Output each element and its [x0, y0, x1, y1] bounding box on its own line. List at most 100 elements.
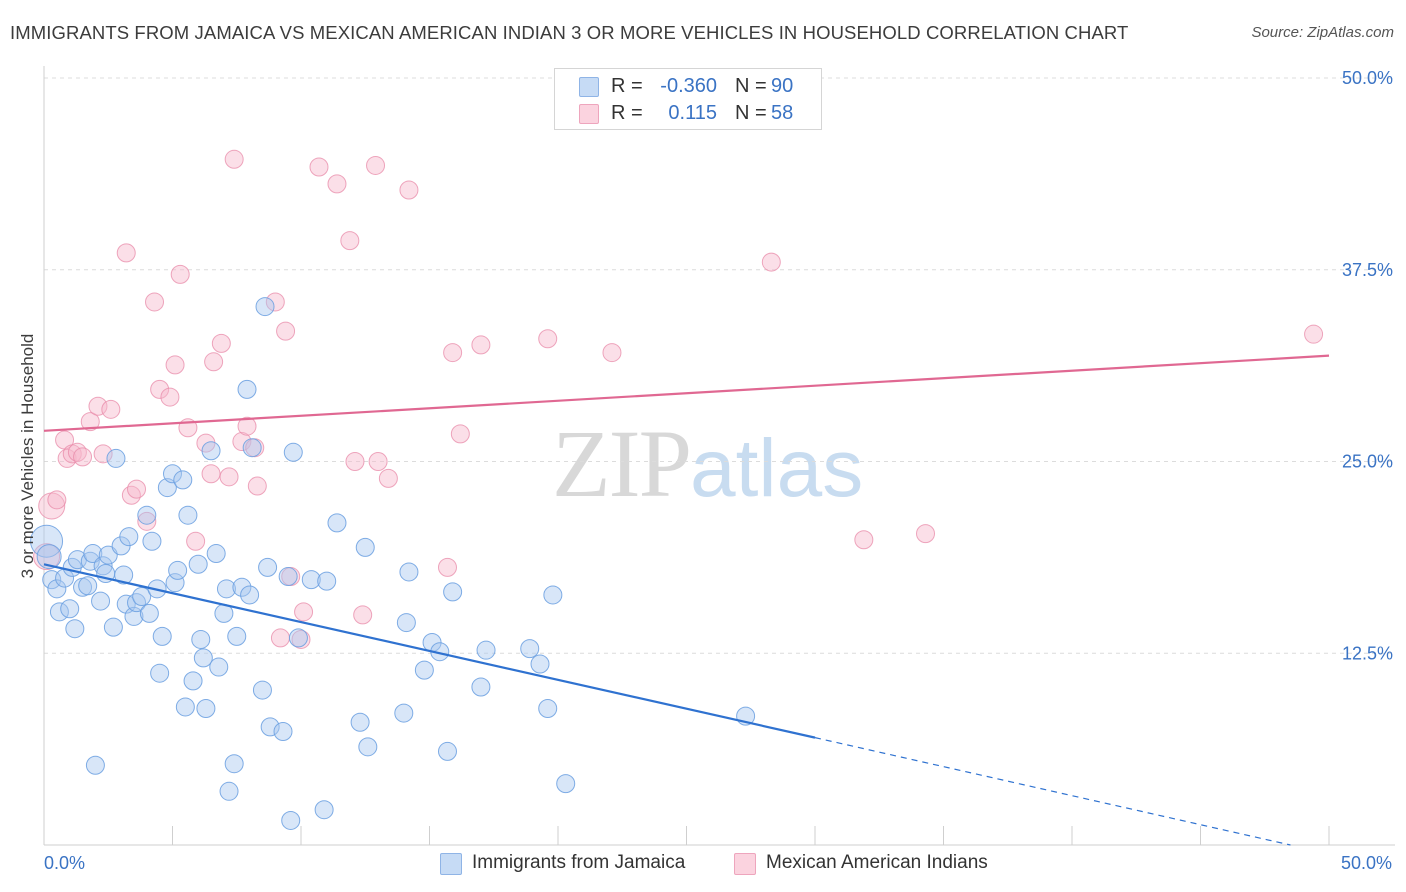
chart-title: IMMIGRANTS FROM JAMAICA VS MEXICAN AMERI…: [10, 22, 1129, 43]
data-point-blue: [301, 570, 321, 590]
data-point-pink: [33, 543, 61, 571]
data-point-blue: [288, 628, 308, 648]
data-point-pink: [345, 452, 365, 471]
data-point-blue: [476, 640, 496, 660]
data-point-blue: [49, 602, 69, 622]
series-immigrants-from-jamaica: [30, 297, 756, 830]
legend-r-value: -0.360: [660, 75, 717, 97]
data-point-pink: [916, 524, 936, 544]
data-point-blue: [224, 754, 244, 774]
watermark: ZIPatlas: [552, 408, 863, 519]
data-point-pink: [137, 511, 157, 531]
data-point-blue: [414, 660, 434, 680]
data-point-blue: [219, 781, 239, 801]
data-point-blue: [188, 554, 208, 574]
data-point-pink: [538, 329, 558, 349]
data-point-pink: [602, 343, 622, 363]
data-point-blue: [327, 513, 347, 533]
data-point-blue: [520, 639, 540, 659]
trend-line-blue: [43, 563, 816, 739]
data-point-pink: [368, 452, 388, 471]
data-point-pink: [340, 231, 360, 251]
data-point-pink: [247, 476, 267, 496]
data-point-blue: [556, 774, 576, 794]
data-point-blue: [193, 648, 213, 668]
data-point-blue: [30, 524, 64, 558]
data-point-blue: [132, 586, 152, 606]
data-point-blue: [91, 591, 111, 611]
data-point-pink: [116, 243, 136, 263]
data-point-pink: [127, 479, 147, 499]
data-point-blue: [178, 505, 198, 525]
y-tick-label: 12.5%: [1342, 643, 1393, 663]
data-point-pink: [761, 252, 781, 272]
x-tick-label-max: 50.0%: [1340, 853, 1392, 873]
data-point-pink: [150, 379, 170, 399]
legend-n-value: 58: [771, 102, 794, 124]
data-point-pink: [232, 432, 252, 452]
data-point-pink: [276, 321, 296, 341]
data-point-blue: [240, 585, 260, 605]
legend-swatch-blue: [579, 77, 599, 97]
data-point-pink: [145, 292, 165, 312]
grid-lines: [44, 77, 1395, 654]
watermark-atlas: atlas: [690, 423, 864, 514]
data-point-blue: [175, 697, 195, 717]
data-point-pink: [80, 412, 100, 432]
data-point-blue: [103, 617, 123, 637]
data-point-pink: [88, 396, 108, 416]
data-point-blue: [119, 527, 139, 547]
trend-line-blue-extension: [814, 737, 1291, 846]
data-point-blue: [283, 442, 303, 462]
data-point-blue: [281, 810, 301, 830]
data-point-blue: [399, 562, 419, 582]
data-point-blue: [358, 737, 378, 757]
data-point-blue: [206, 544, 226, 564]
data-point-blue: [255, 297, 275, 317]
correlation-legend: R = -0.360 N = 90 R = 0.115 N = 58: [554, 68, 822, 130]
data-point-blue: [232, 577, 252, 597]
data-point-blue: [83, 544, 103, 564]
data-point-blue: [163, 464, 182, 484]
data-point-pink: [353, 605, 373, 625]
data-point-blue: [201, 441, 221, 461]
data-point-blue: [165, 573, 185, 593]
bottom-legend-swatch-blue: [440, 853, 462, 875]
data-point-pink: [204, 352, 224, 372]
legend-n-label: N =: [735, 102, 767, 124]
data-point-blue: [394, 703, 414, 723]
data-point-blue: [106, 448, 126, 468]
data-point-blue: [60, 599, 80, 619]
y-tick-label: 37.5%: [1342, 260, 1393, 280]
legend-r-label: R =: [611, 75, 643, 97]
data-point-pink: [219, 467, 239, 487]
data-point-blue: [355, 537, 375, 557]
data-point-blue: [242, 438, 262, 458]
y-axis-label: 3 or more Vehicles in Household: [18, 333, 37, 579]
data-point-pink: [399, 180, 419, 200]
data-point-blue: [85, 755, 105, 775]
legend-r-value: 0.115: [668, 102, 717, 124]
data-point-blue: [543, 585, 563, 605]
data-point-blue: [183, 671, 203, 691]
data-point-blue: [78, 576, 98, 596]
data-point-pink: [170, 264, 190, 284]
data-point-blue: [191, 629, 211, 649]
data-point-blue: [127, 593, 147, 613]
series-mexican-american-indians: [33, 149, 1324, 649]
data-point-blue: [137, 505, 157, 525]
data-point-blue: [116, 594, 136, 614]
data-point-blue: [273, 721, 293, 741]
trend-line-pink: [43, 354, 1330, 432]
source-label: Source: ZipAtlas.com: [1251, 24, 1394, 41]
data-point-blue: [227, 626, 247, 646]
data-point-blue: [237, 379, 257, 399]
data-point-blue: [278, 567, 298, 587]
legend-r-label: R =: [611, 102, 643, 124]
data-point-blue: [317, 571, 337, 591]
data-point-blue: [98, 545, 118, 565]
data-point-blue: [142, 531, 162, 551]
data-point-pink: [471, 335, 491, 355]
data-point-blue: [252, 680, 272, 700]
